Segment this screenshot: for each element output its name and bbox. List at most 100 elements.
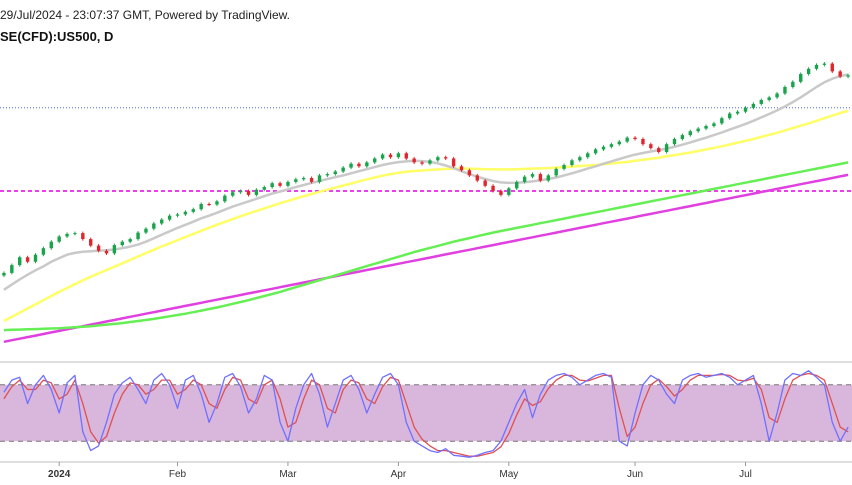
candle-body bbox=[451, 158, 456, 167]
oscillator-k-line bbox=[3, 370, 849, 458]
candle bbox=[704, 124, 708, 131]
candle bbox=[18, 255, 22, 267]
candle bbox=[207, 202, 211, 207]
candle-body bbox=[412, 158, 416, 163]
candle-body bbox=[81, 233, 85, 240]
candle-body bbox=[309, 178, 314, 182]
candle-body bbox=[617, 141, 621, 145]
candle-body bbox=[254, 189, 259, 195]
candle-body bbox=[404, 153, 408, 159]
candle-body bbox=[838, 71, 842, 77]
ma-longest-line bbox=[3, 173, 849, 344]
candle-body bbox=[223, 195, 227, 202]
candle bbox=[278, 181, 282, 188]
candle bbox=[593, 147, 598, 155]
candle-body bbox=[570, 160, 574, 165]
candle-body bbox=[25, 257, 30, 262]
candle-body bbox=[522, 176, 527, 182]
candle-body bbox=[696, 128, 700, 132]
candle-body bbox=[160, 219, 164, 224]
price-panel bbox=[0, 62, 852, 344]
candle bbox=[152, 221, 156, 231]
candle bbox=[254, 188, 259, 197]
candle-body bbox=[554, 168, 558, 176]
candle bbox=[570, 158, 574, 167]
candle-body bbox=[444, 157, 448, 159]
candle-body bbox=[728, 113, 732, 119]
candle bbox=[25, 255, 30, 264]
candle bbox=[144, 227, 148, 235]
candle-body bbox=[357, 163, 361, 167]
candle bbox=[451, 156, 456, 168]
candle-body bbox=[2, 272, 6, 276]
candle-body bbox=[791, 81, 795, 87]
candle-body bbox=[136, 232, 140, 240]
candle bbox=[2, 271, 6, 278]
candle-body bbox=[735, 111, 740, 114]
candle-body bbox=[144, 228, 148, 233]
candle-body bbox=[680, 135, 685, 139]
x-tick-label: 2024 bbox=[48, 469, 71, 480]
oscillator-d-line bbox=[3, 372, 849, 457]
candle-body bbox=[688, 131, 692, 136]
candle bbox=[830, 62, 834, 73]
candle-body bbox=[751, 103, 756, 108]
candle bbox=[73, 231, 77, 236]
candle-body bbox=[459, 166, 464, 171]
x-tick-label: Mar bbox=[279, 469, 297, 480]
candle-body bbox=[373, 158, 377, 163]
candle bbox=[546, 173, 550, 183]
candle bbox=[238, 189, 243, 194]
candle bbox=[759, 98, 763, 106]
candle-body bbox=[10, 265, 14, 273]
candle-body bbox=[65, 233, 69, 237]
candle bbox=[81, 231, 85, 241]
candle bbox=[33, 253, 38, 264]
candle-body bbox=[388, 154, 393, 158]
candle bbox=[444, 155, 448, 161]
candle-body bbox=[41, 248, 46, 255]
candle bbox=[649, 142, 653, 150]
candle bbox=[215, 199, 219, 207]
candle bbox=[428, 158, 432, 166]
candle bbox=[664, 142, 669, 154]
candle bbox=[538, 172, 543, 183]
candle bbox=[751, 102, 756, 110]
candle-body bbox=[120, 241, 124, 246]
candle-body bbox=[641, 139, 645, 145]
candle bbox=[530, 172, 535, 179]
candle bbox=[617, 140, 621, 146]
candle-body bbox=[546, 175, 550, 181]
candle-body bbox=[286, 181, 290, 186]
candle-body bbox=[483, 180, 487, 186]
candle bbox=[633, 136, 637, 141]
candle bbox=[302, 176, 306, 181]
candle bbox=[373, 156, 377, 164]
candle-body bbox=[499, 191, 503, 195]
candle bbox=[270, 181, 274, 189]
candle bbox=[499, 189, 503, 197]
candle bbox=[562, 163, 566, 171]
candle-body bbox=[578, 157, 582, 161]
candle bbox=[412, 156, 416, 164]
candle-body bbox=[317, 175, 322, 182]
candle-body bbox=[207, 204, 211, 205]
candle-body bbox=[152, 223, 156, 229]
candle-body bbox=[507, 188, 511, 195]
candle-body bbox=[89, 239, 93, 246]
chart-symbol: SE(CFD):US500, D bbox=[0, 29, 114, 44]
candle-body bbox=[783, 87, 787, 94]
candle bbox=[814, 63, 819, 71]
candle-body bbox=[278, 183, 282, 186]
candle bbox=[799, 72, 803, 84]
candle-body bbox=[349, 163, 353, 168]
candle bbox=[743, 106, 748, 114]
candle bbox=[586, 151, 590, 159]
candle-body bbox=[759, 100, 763, 104]
candle-body bbox=[562, 165, 566, 169]
candle bbox=[554, 167, 558, 177]
candle-body bbox=[262, 187, 266, 190]
candle bbox=[41, 246, 46, 257]
chart-timestamp: 29/Jul/2024 - 23:07:37 GMT, Powered by T… bbox=[0, 8, 290, 22]
